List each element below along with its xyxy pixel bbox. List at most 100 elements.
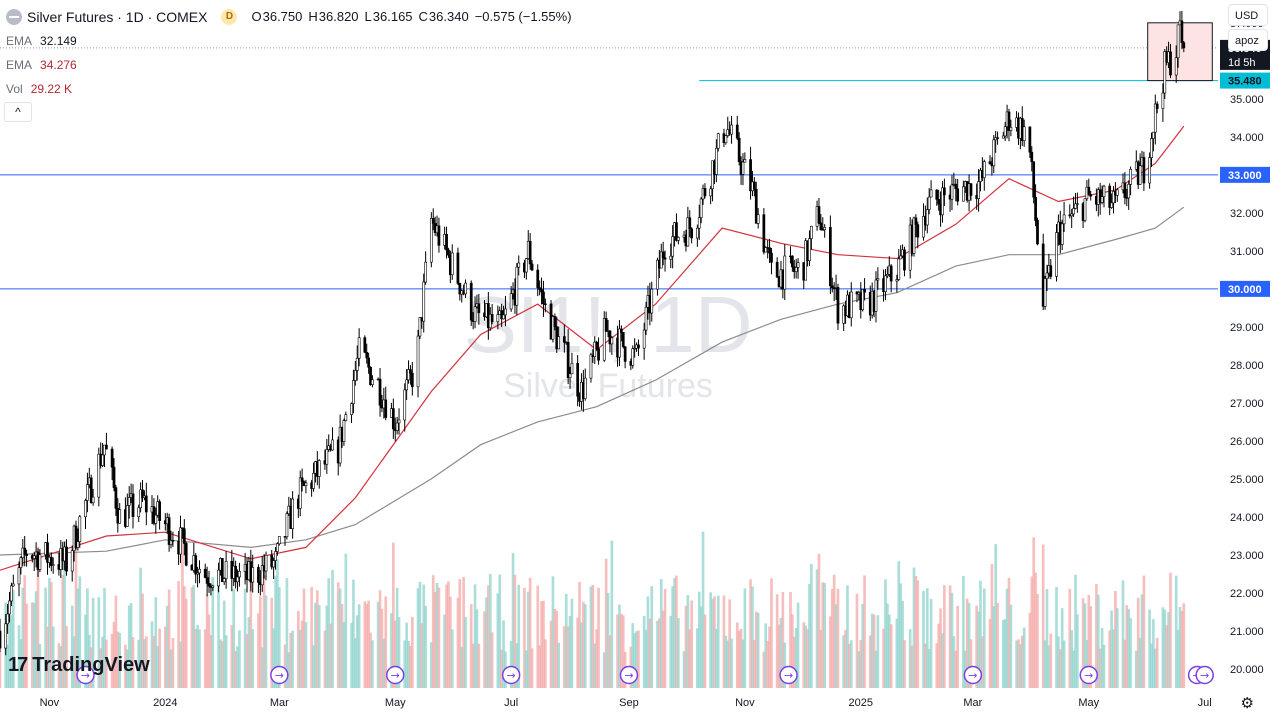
volume-bar: [277, 587, 281, 688]
indicator-row-ema-slow[interactable]: EMA 32.149: [6, 29, 572, 53]
y-tick-label: 21.000: [1230, 626, 1264, 638]
candle-body: [897, 258, 901, 280]
candle-body: [602, 318, 606, 361]
volume-bar: [483, 611, 486, 688]
volume-bar: [669, 615, 673, 688]
volume-bar: [10, 614, 13, 688]
candle-body: [276, 543, 279, 552]
volume-bar: [236, 646, 239, 688]
volume-bar: [842, 635, 845, 688]
volume-bar: [272, 628, 275, 688]
candle-body: [675, 222, 678, 241]
currency-select[interactable]: USD ⌄: [1228, 4, 1268, 44]
candle-body: [304, 482, 308, 486]
candle-body: [775, 261, 779, 278]
volume-bar: [690, 600, 693, 688]
volume-bar: [1057, 636, 1060, 688]
candle-body: [929, 189, 933, 198]
symbol-title[interactable]: Silver Futures · 1D · COMEX: [27, 9, 208, 25]
low-label: L: [364, 9, 372, 24]
volume-bar: [646, 596, 650, 688]
symbol-icon: [6, 9, 22, 25]
collapse-legend-button[interactable]: ^: [4, 102, 32, 122]
volume-bar: [806, 629, 809, 688]
volume-bar: [48, 577, 51, 688]
volume-bar: [950, 592, 954, 688]
currency-label: USD: [1235, 10, 1259, 22]
candle-body: [32, 555, 36, 559]
candle-body: [1108, 185, 1112, 208]
candle-body: [418, 317, 422, 337]
volume-bar: [462, 577, 465, 688]
volume-bar: [1102, 644, 1106, 688]
candle-body: [528, 240, 532, 265]
candle-body: [416, 335, 420, 388]
candle-body: [325, 449, 329, 465]
volume-bar: [131, 637, 135, 688]
volume-bar: [927, 649, 931, 688]
volume-bar: [542, 600, 545, 688]
volume-bar: [1163, 609, 1167, 688]
event-marker: [385, 665, 405, 685]
indicator-name: Vol: [6, 82, 23, 96]
volume-bar: [925, 588, 929, 688]
candle-body: [916, 224, 920, 238]
volume-bar: [525, 650, 528, 688]
scale-mode-button[interactable]: apoz: [1228, 29, 1268, 51]
volume-bar: [551, 576, 555, 688]
candle-body: [353, 370, 357, 381]
candle-body: [1123, 182, 1127, 198]
candle-body: [1102, 185, 1106, 198]
volume-bar: [1030, 576, 1034, 688]
candle-body: [688, 217, 692, 230]
volume-bar: [808, 583, 811, 688]
breakout-badge: [1220, 72, 1270, 89]
candle-body: [125, 505, 129, 527]
candle-body: [317, 460, 321, 477]
indicator-row-volume[interactable]: Vol 29.22 K: [6, 77, 572, 101]
candle-body: [1076, 203, 1079, 205]
volume-bar: [36, 546, 40, 688]
candle-body: [752, 181, 756, 190]
volume-bar: [291, 630, 294, 688]
candle-body: [756, 214, 760, 224]
volume-bar: [353, 638, 357, 688]
candle-body: [167, 517, 171, 545]
volume-bar: [1058, 649, 1062, 688]
watermark-name: Silver Futures: [503, 367, 713, 405]
candle-body: [1153, 103, 1157, 133]
volume-bar: [355, 615, 359, 688]
volume-bar: [829, 616, 832, 688]
candle-body: [257, 567, 260, 583]
gear-icon[interactable]: ⚙: [1240, 695, 1254, 712]
volume-bar: [969, 639, 973, 688]
volume-bar: [741, 639, 745, 688]
volume-bar: [663, 588, 667, 688]
volume-bar: [314, 602, 317, 688]
candle-body: [422, 281, 426, 322]
interval-badge[interactable]: D: [221, 9, 238, 25]
volume-bar: [1148, 609, 1151, 688]
candle-body: [1182, 42, 1186, 49]
candle-body: [1007, 111, 1011, 131]
candle-body: [158, 501, 161, 521]
candle-body: [300, 477, 304, 483]
breakout-badge-label: 35.480: [1228, 76, 1262, 88]
volume-bar: [963, 650, 967, 688]
volume-bar: [1140, 594, 1144, 688]
volume-bar: [849, 640, 853, 688]
indicator-row-ema-fast[interactable]: EMA 34.276: [6, 53, 572, 77]
volume-bar: [1112, 629, 1115, 688]
indicator-value: 32.149: [40, 34, 77, 48]
volume-bar: [994, 544, 998, 688]
candle-body: [969, 183, 973, 196]
volume-bar: [696, 628, 699, 688]
candle-body: [861, 289, 865, 311]
volume-bar: [661, 610, 665, 688]
candle-body: [770, 252, 773, 263]
candle-body: [211, 585, 215, 588]
candle-body: [298, 477, 302, 509]
candle-body: [749, 159, 752, 192]
volume-bar: [981, 636, 984, 688]
